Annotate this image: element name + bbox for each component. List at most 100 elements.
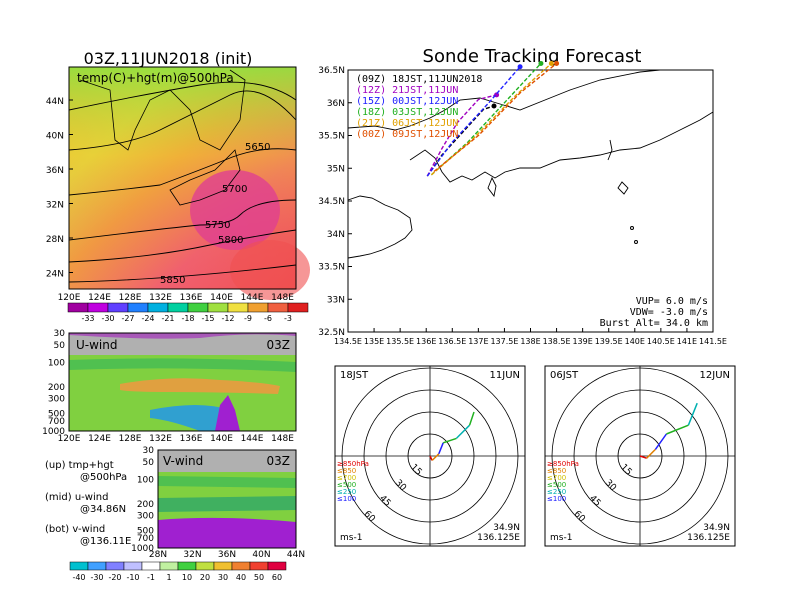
legend-up-1: (up) tmp+hgt (45, 460, 114, 471)
lon-tick-label: 120E (58, 293, 81, 303)
vwind-lat-label: 40N (252, 550, 270, 560)
burst-point (548, 60, 554, 66)
left-map-title: 03Z,11JUN2018 (init) (84, 49, 253, 68)
colorbar-swatch (67, 302, 89, 313)
track-line (426, 94, 497, 177)
vwind-label: V-wind (163, 454, 203, 468)
wind-colorbar-label: -1 (147, 573, 155, 582)
lon-tick-label: 144E (241, 293, 264, 303)
hodograph-level-label: ≤700 (337, 474, 356, 482)
sonde-tracks (426, 60, 560, 177)
tracking-lon-label: 138E (520, 337, 540, 346)
wind-colorbar-label: -40 (72, 573, 85, 582)
contour-label: 5800 (218, 235, 243, 246)
colorbar-label: -21 (161, 314, 174, 323)
colorbar-label: -6 (264, 314, 272, 323)
hodograph-level-label: ≤850 (547, 467, 566, 475)
hodograph-level-label: ≤100 (547, 495, 566, 503)
hodograph-segment (639, 455, 647, 459)
colorbar-swatch (87, 302, 109, 313)
uwind-lon-label: 140E (210, 434, 233, 444)
wind-colorbar: -40 -30 -20 -10 -1 1 10 20 30 40 50 60 (69, 561, 287, 582)
temp-map (68, 66, 310, 300)
contour-label: 5650 (245, 142, 270, 153)
hodograph-segment (429, 455, 433, 461)
hodograph-level-label: ≤100 (337, 495, 356, 503)
tracking-lon-label: 137.5E (490, 337, 518, 346)
vwind-plot (157, 449, 297, 549)
tracking-title: Sonde Tracking Forecast (423, 46, 642, 67)
tracking-lat-label: 36N (327, 99, 345, 109)
vwind-lat-ticks: 28N 32N 36N 40N 44N (149, 550, 305, 560)
uwind-lon-label: 128E (119, 434, 142, 444)
lat-tick-label: 36N (46, 166, 64, 176)
hodograph-level-label: ≥850hPa (337, 460, 369, 468)
pressure-tick-label: 30 (54, 329, 66, 339)
wind-colorbar-swatch (195, 561, 215, 571)
wind-colorbar-label: 20 (200, 573, 210, 582)
pressure-tick-label: 1000 (131, 544, 154, 554)
tracking-lon-label: 139E (572, 337, 592, 346)
uwind-plot (68, 332, 297, 432)
wind-colorbar-swatch (249, 561, 269, 571)
tracking-params: VUP= 6.0 m/s VDW= -3.0 m/s Burst Alt= 34… (600, 296, 708, 329)
run-legend-entry: (09Z) 18JST,11JUN2018 (356, 74, 482, 85)
burst-point (517, 64, 523, 70)
legend-mid-2: @34.86N (80, 504, 126, 515)
tracking-lon-label: 140.5E (647, 337, 675, 346)
pressure-tick-label: 500 (48, 409, 65, 419)
param-vdw: VDW= -3.0 m/s (630, 307, 708, 318)
temp-colorbar: -33 -30 -27 -24 -21 -18 -15 -12 -9 -6 -3 (67, 302, 309, 323)
hodograph-segment (687, 402, 698, 426)
tracking-lon-label: 135.5E (386, 337, 414, 346)
wind-colorbar-swatch (177, 561, 197, 571)
tracking-lon-label: 134.5E (334, 337, 362, 346)
colorbar-label: -27 (121, 314, 134, 323)
tracking-lat-label: 35.5N (318, 132, 345, 142)
wind-colorbar-swatch (105, 561, 125, 571)
pressure-tick-label: 700 (137, 534, 154, 544)
tracking-lon-label: 140E (625, 337, 645, 346)
track-line (426, 66, 521, 177)
hodograph-level-label: ≥850hPa (547, 460, 579, 468)
hodograph-date: 11JUN (490, 370, 520, 381)
pressure-tick-label: 100 (137, 475, 154, 485)
hodograph-level-label: ≤500 (547, 481, 566, 489)
uwind-lon-label: 148E (271, 434, 294, 444)
legend-bot-1: (bot) v-wind (45, 524, 105, 535)
lat-tick-label: 44N (46, 97, 64, 107)
hodograph-segment (654, 433, 668, 450)
wind-colorbar-label: 60 (272, 573, 282, 582)
uwind-lon-ticks: 120E 124E 128E 132E 136E 140E 144E 148E (58, 434, 295, 444)
hodograph-lat: 34.9N (493, 523, 520, 533)
hodograph-segment (431, 453, 440, 461)
hodograph-segment (666, 424, 689, 435)
hodograph-time: 18JST (340, 370, 369, 381)
lat-tick-label: 24N (46, 270, 64, 280)
pressure-tick-label: 200 (48, 383, 65, 393)
vwind-time: 03Z (267, 454, 291, 468)
tracking-lon-label: 139.5E (595, 337, 623, 346)
lon-tick-label: 128E (119, 293, 142, 303)
colorbar-swatch (287, 302, 309, 313)
tracking-lon-label: 137E (468, 337, 488, 346)
wind-colorbar-swatch (141, 561, 161, 571)
track-line (430, 62, 552, 176)
tracking-map (347, 69, 714, 333)
wind-colorbar-swatch (87, 561, 107, 571)
colorbar-swatch (207, 302, 229, 313)
wind-colorbar-label: 1 (166, 573, 171, 582)
pressure-tick-label: 50 (143, 458, 155, 468)
uwind-lon-label: 136E (180, 434, 203, 444)
lat-tick-label: 40N (46, 132, 64, 142)
contour-label: 5700 (222, 184, 247, 195)
run-legend-entry: (00Z) 09JST,12JUN (356, 129, 458, 140)
colorbar-label: -15 (201, 314, 214, 323)
wind-colorbar-swatch (213, 561, 233, 571)
lon-tick-label: 132E (149, 293, 172, 303)
left-map-lon-ticks: 120E 124E 128E 132E 136E 140E 144E 148E (58, 293, 295, 303)
pressure-tick-label: 30 (143, 446, 155, 456)
contour-label: 5850 (160, 275, 185, 286)
